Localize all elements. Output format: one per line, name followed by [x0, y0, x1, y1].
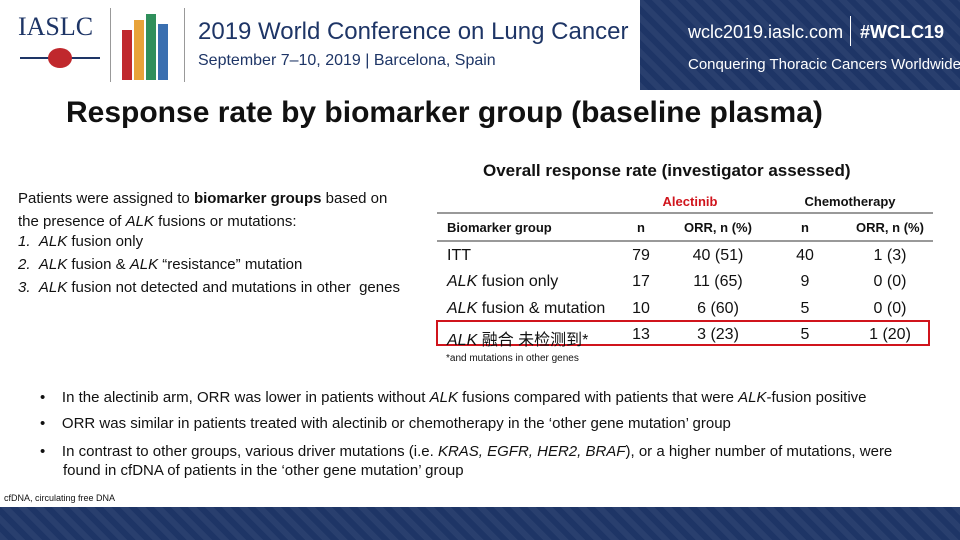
cell: 13: [632, 326, 650, 343]
hashtag: #WCLC19: [860, 22, 945, 42]
group-header: Chemotherapy: [804, 194, 896, 209]
text: In the alectinib arm, ORR was lower in p…: [61, 389, 430, 406]
conference-name: 2019 World Conference on Lung Cancer: [198, 18, 629, 45]
cell: 11 (65): [693, 273, 743, 290]
text: ALK: [738, 389, 767, 406]
text: fusion & mutation: [477, 300, 606, 317]
footer-band: [0, 507, 960, 540]
text: biomarker groups: [193, 190, 322, 207]
column-header: ORR, n (%): [684, 220, 752, 235]
tagline: Conquering Thoracic Cancers Worldwide: [688, 56, 960, 73]
text: ALK: [429, 389, 458, 406]
intro-item: 3. ALK fusion not detected and mutations…: [18, 279, 400, 296]
text: fusion &: [67, 256, 130, 273]
number: 2.: [18, 256, 31, 273]
cell: ALK 融合 未检测到*: [447, 326, 588, 350]
separator: [184, 8, 185, 82]
text: “resistance” mutation: [158, 256, 303, 273]
cell: 10: [632, 300, 650, 317]
bullet: • ORR was similar in patients treated wi…: [40, 415, 731, 432]
text: ALK: [38, 279, 68, 296]
text: ALK: [38, 233, 68, 250]
table-row: ITT 79 40 (51) 40 1 (3): [437, 241, 933, 267]
text: ALK: [125, 213, 154, 230]
cell: 9: [800, 273, 810, 290]
table-row-highlighted: ALK 融合 未检测到* 13 3 (23) 5 1 (20): [436, 320, 930, 349]
org-logo: IASLC: [18, 12, 94, 41]
text: fusion only: [67, 233, 144, 250]
text: 融合 未检测到*: [477, 332, 589, 349]
header-band: [640, 0, 960, 90]
cell: 3 (23): [697, 326, 739, 343]
rule: [437, 240, 933, 242]
text: fusion not detected and mutations in oth…: [67, 279, 400, 296]
cell: 40: [796, 247, 814, 264]
group-header: Alectinib: [662, 194, 718, 209]
cell: 6 (60): [697, 300, 739, 317]
city-icon: [122, 14, 168, 80]
cell: 0 (0): [873, 273, 907, 290]
conference-dates: September 7–10, 2019 | Barcelona, Spain: [198, 52, 496, 69]
bullet: • In contrast to other groups, various d…: [40, 443, 893, 479]
cell: ALK fusion only: [447, 273, 558, 291]
number: 3.: [18, 279, 31, 296]
text: ORR was similar in patients treated with…: [61, 415, 731, 432]
text: ALK: [447, 300, 478, 317]
text: fusions or mutations:: [153, 213, 297, 230]
cell: ITT: [447, 247, 471, 264]
text: fusion only: [477, 273, 559, 290]
text: ALK: [129, 256, 159, 273]
intro-item: 2. ALK fusion & ALK “resistance” mutatio…: [18, 256, 302, 273]
text: based on the presence of: [18, 190, 388, 230]
text: fusions compared with patients that were: [457, 389, 739, 406]
cell: 40 (51): [692, 247, 744, 264]
text: ALK: [447, 332, 478, 349]
rule: [437, 212, 933, 214]
table-title: Overall response rate (investigator asse…: [483, 161, 851, 180]
column-header: ORR, n (%): [856, 220, 924, 235]
text: -fusion positive: [766, 389, 867, 406]
table-footnote: *and mutations in other genes: [446, 353, 579, 364]
text: KRAS, EGFR, HER2, BRAF: [437, 443, 626, 460]
cell: 17: [632, 273, 650, 290]
logo-icon: [20, 48, 100, 68]
intro-item: 1. ALK fusion only: [18, 233, 143, 250]
cell: 1 (3): [873, 247, 907, 264]
text: ), or a higher number of mutations, were…: [63, 443, 893, 479]
column-header: n: [637, 220, 645, 235]
cell: 5: [800, 326, 810, 343]
table-row: ALK fusion only 17 11 (65) 9 0 (0): [437, 267, 933, 293]
website: wclc2019.iaslc.com: [688, 22, 844, 42]
bullet: • In the alectinib arm, ORR was lower in…: [40, 389, 867, 406]
text: Patients were assigned to: [18, 190, 194, 207]
cell: 5: [800, 300, 810, 317]
table-row: ALK fusion & mutation 10 6 (60) 5 0 (0): [437, 294, 933, 320]
cell: 79: [632, 247, 650, 264]
text: ALK: [447, 273, 478, 290]
text: ALK: [38, 256, 68, 273]
text: In contrast to other groups, various dri…: [61, 443, 438, 460]
cell: ALK fusion & mutation: [447, 300, 605, 318]
column-header: Biomarker group: [447, 220, 552, 235]
column-header: n: [801, 220, 809, 235]
cell: 1 (20): [869, 326, 911, 343]
footer-note: cfDNA, circulating free DNA: [4, 493, 116, 503]
intro-text: Patients were assigned to biomarker grou…: [18, 187, 393, 233]
separator: [110, 8, 111, 82]
slide-title: Response rate by biomarker group (baseli…: [66, 96, 823, 129]
separator: [850, 16, 851, 46]
cell: 0 (0): [873, 300, 907, 317]
number: 1.: [18, 233, 31, 250]
